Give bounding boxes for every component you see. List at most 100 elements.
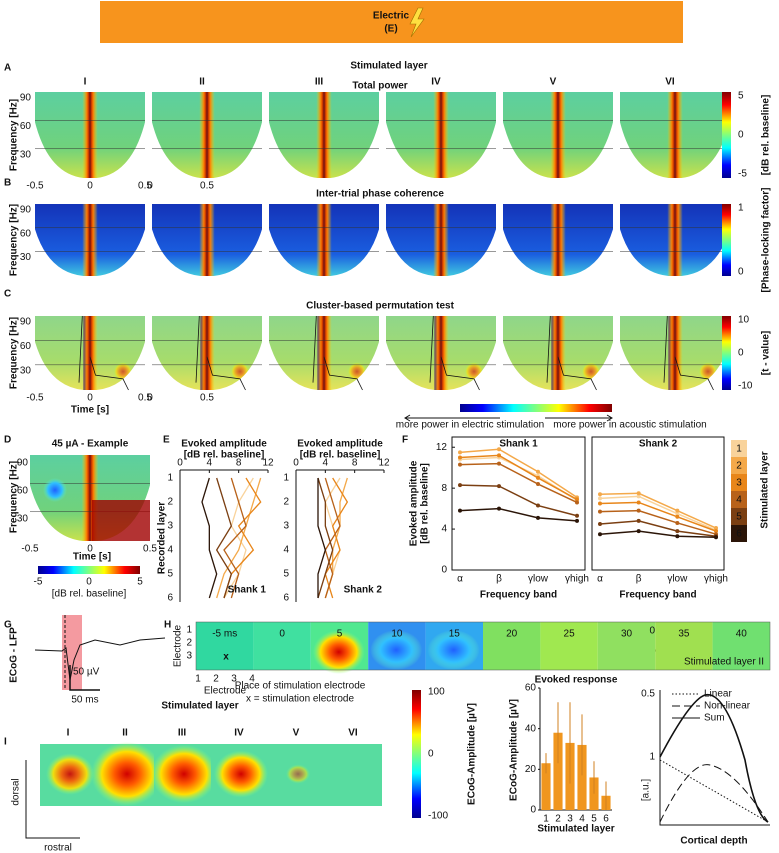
- point: [536, 515, 540, 520]
- y-tick-label: 1: [186, 625, 192, 636]
- y-label: Electrode: [173, 624, 184, 667]
- legend-label: Sum: [704, 713, 725, 724]
- panel-title: Stimulated layer: [161, 701, 238, 712]
- heat-mask: [503, 341, 552, 390]
- colorbar-tick: 5: [137, 577, 143, 588]
- colorbar: [38, 566, 140, 574]
- y-tick-label: 2: [186, 638, 192, 649]
- line: [459, 507, 578, 522]
- map-tile: [655, 622, 713, 670]
- legend-arrow: [404, 414, 500, 422]
- x-label: Time [s]: [73, 552, 111, 563]
- heat-mask: [503, 122, 552, 178]
- scale-bar: [69, 665, 100, 691]
- colorbar: [460, 404, 612, 412]
- colorbar-label: [t - value]: [761, 331, 772, 375]
- y-tick-label: 3: [283, 521, 289, 532]
- map-tile: [540, 622, 598, 670]
- y-tick-label: 30: [20, 149, 32, 160]
- heat-mask: [96, 341, 145, 390]
- line: [223, 477, 254, 599]
- legend-arrow: [545, 414, 613, 422]
- panel-letter: A: [4, 63, 11, 74]
- heat-mask: [620, 229, 669, 276]
- column-label: II: [122, 728, 128, 739]
- legend-label: 2: [736, 461, 742, 472]
- point: [497, 453, 501, 458]
- heat-mask: [564, 341, 613, 390]
- legend-swatch: [731, 457, 747, 474]
- x-tick-label: 12: [378, 458, 390, 469]
- heat-mask: [447, 229, 496, 276]
- point: [497, 484, 501, 489]
- point: [536, 482, 540, 487]
- y-tick-label: 90: [17, 458, 29, 469]
- map-spot: [286, 764, 310, 784]
- point: [598, 496, 602, 501]
- x-tick-label: β: [636, 574, 642, 585]
- x-tick-label: 0: [177, 458, 183, 469]
- colorbar-tick: -5: [34, 577, 43, 588]
- trace: [34, 637, 166, 681]
- y-label: Recorded layer: [157, 502, 168, 574]
- x-tick-label: 0: [87, 544, 93, 555]
- y-label: [dB rel. baseline]: [420, 463, 431, 544]
- note: x = stimulation electrode: [246, 694, 355, 705]
- time-label: -5 ms: [212, 629, 237, 640]
- panel-letter: F: [402, 435, 408, 446]
- line: [201, 477, 218, 599]
- y-label: Frequency [Hz]: [9, 99, 20, 171]
- y-tick-label: 1: [167, 473, 173, 484]
- y-tick-label: 2: [283, 497, 289, 508]
- legend-swatch: [731, 474, 747, 491]
- heat-mask: [620, 122, 669, 178]
- line: [223, 477, 247, 599]
- point: [675, 508, 680, 513]
- point: [536, 469, 540, 474]
- y-tick-label: 90: [20, 93, 32, 104]
- y-tick-label: 20: [525, 764, 537, 775]
- map-frame: [195, 621, 771, 671]
- point: [636, 518, 641, 523]
- x-tick-label: γlow: [667, 574, 688, 585]
- legend-label: Linear: [704, 689, 732, 700]
- map-spot: [312, 630, 365, 674]
- y-tick-label: 5: [167, 569, 173, 580]
- line: [599, 520, 717, 537]
- time-label: 25: [564, 629, 576, 640]
- colorbar-label: [Phase-locking factor]: [761, 187, 772, 292]
- point: [636, 494, 641, 499]
- legend-title: Stimulated layer: [760, 451, 771, 528]
- point: [598, 532, 602, 537]
- column-label: III: [315, 77, 324, 88]
- y-tick-label: 60: [20, 228, 32, 239]
- panel-letter: C: [4, 289, 11, 300]
- bar: [553, 732, 563, 810]
- y-tick-label: 12: [436, 442, 448, 453]
- legend-text: more power in electric stimulation: [396, 420, 544, 431]
- colorbar-tick: 100: [428, 687, 445, 698]
- x-tick-label: -0.5: [21, 544, 39, 555]
- heat-mask: [213, 122, 262, 178]
- colorbar-tick: -100: [428, 811, 448, 822]
- legend-swatch: [731, 491, 747, 508]
- point: [714, 535, 718, 540]
- column-label: IV: [431, 77, 441, 88]
- point: [598, 509, 602, 514]
- column-label: V: [293, 728, 300, 739]
- legend-label: 4: [736, 495, 742, 506]
- colorbar-tick: 0: [428, 749, 434, 760]
- time-label: 10: [391, 629, 403, 640]
- chart-title: Shank 1: [499, 439, 538, 450]
- point: [458, 450, 462, 455]
- legend-label: 6: [736, 529, 742, 540]
- panel-letter: B: [4, 178, 11, 189]
- heat-mask: [564, 122, 613, 178]
- x-tick-label: 0: [147, 393, 153, 404]
- cluster-contour: [429, 315, 480, 391]
- heat-mask: [330, 229, 379, 276]
- y-tick-label: 30: [20, 365, 32, 376]
- time-label: 5: [337, 629, 343, 640]
- heat-mask: [152, 229, 201, 276]
- line: [459, 484, 578, 517]
